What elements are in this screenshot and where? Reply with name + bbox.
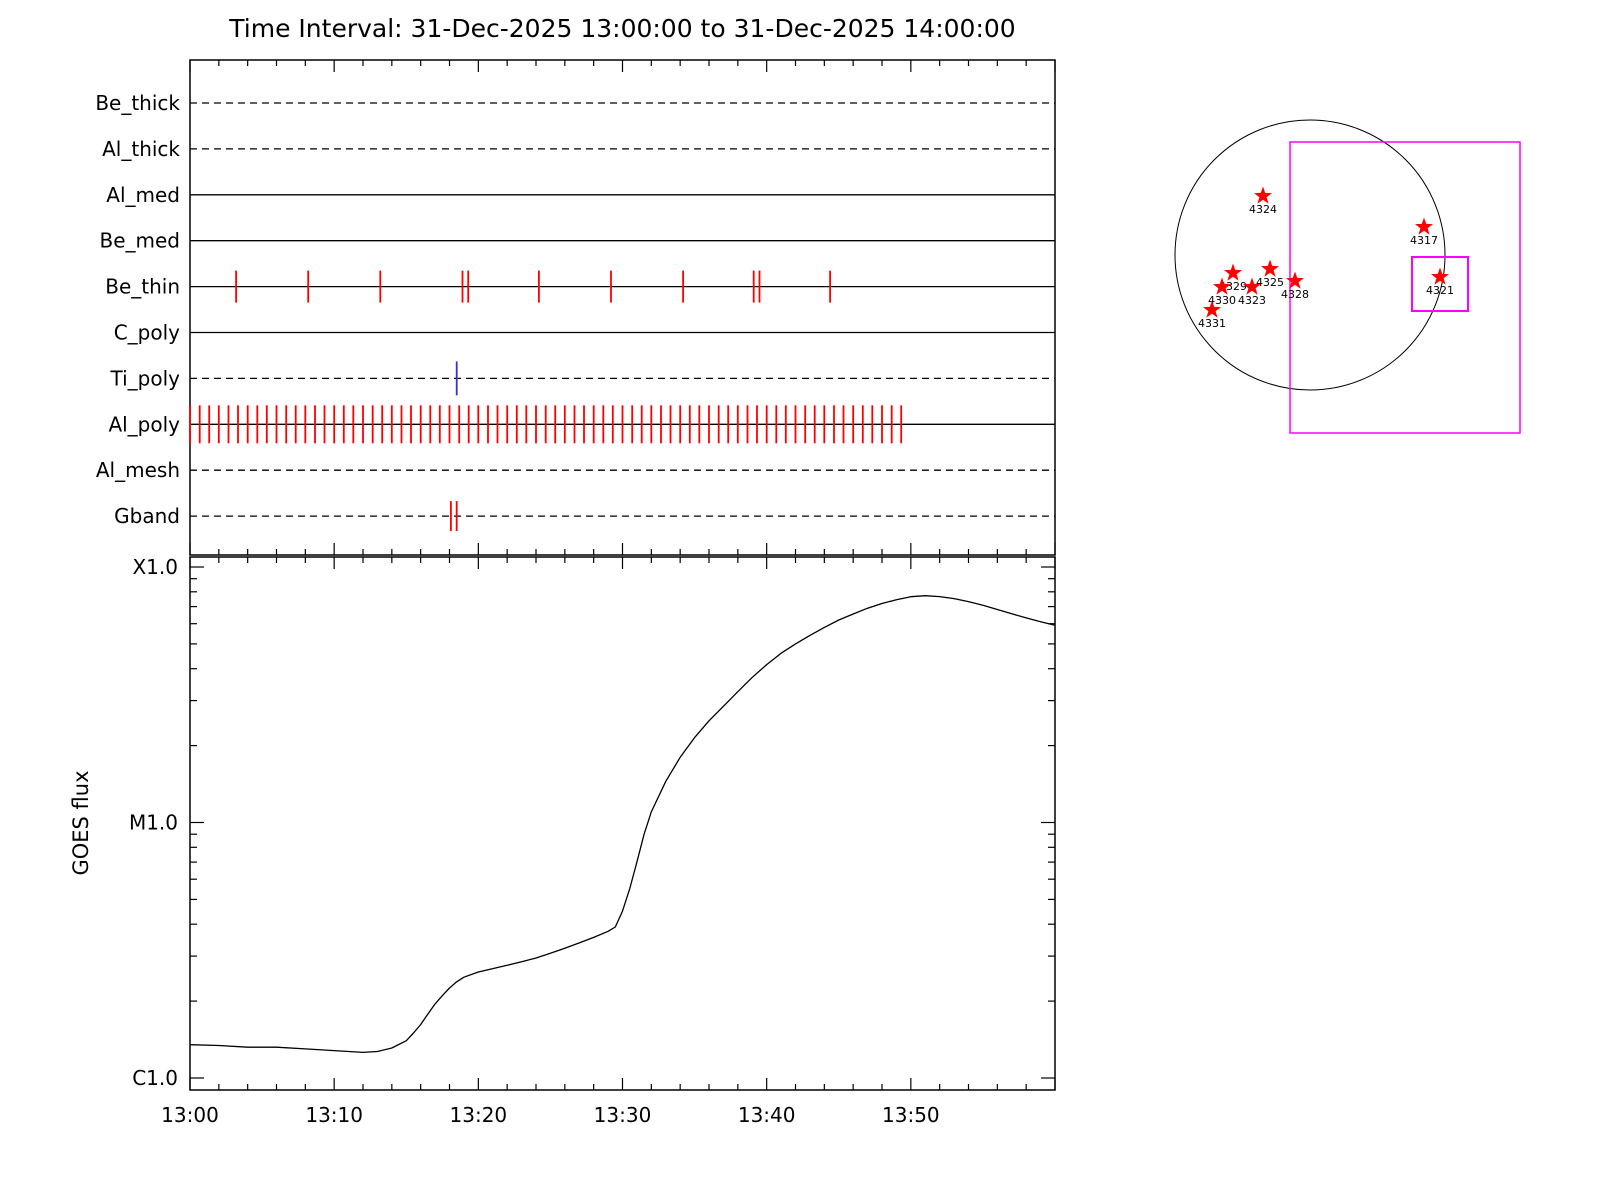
channel-label-Ti_poly: Ti_poly <box>110 366 181 390</box>
channel-label-Be_med: Be_med <box>99 229 180 253</box>
region-star-4317 <box>1415 217 1433 235</box>
goes-ytick-label: X1.0 <box>132 555 178 579</box>
goes-flux-curve <box>189 595 1056 1054</box>
goes-xtick-label: 13:10 <box>305 1103 363 1127</box>
goes-ylabel: GOES flux <box>69 770 93 875</box>
region-star-4324 <box>1254 186 1272 204</box>
region-label-4328: 4328 <box>1281 288 1309 301</box>
region-star-4331 <box>1203 300 1221 318</box>
channel-label-Gband: Gband <box>114 504 180 528</box>
figure-title: Time Interval: 31-Dec-2025 13:00:00 to 3… <box>229 14 1016 43</box>
goes-ytick-label: M1.0 <box>129 811 178 835</box>
region-label-4323: 4323 <box>1238 294 1266 307</box>
region-star-4321 <box>1431 267 1449 285</box>
region-label-4330: 4330 <box>1208 294 1236 307</box>
region-star-4330 <box>1213 277 1231 295</box>
goes-xtick-label: 13:50 <box>882 1103 940 1127</box>
region-label-4324: 4324 <box>1249 203 1277 216</box>
channel-label-Be_thick: Be_thick <box>95 91 180 115</box>
goes-xtick-label: 13:20 <box>450 1103 508 1127</box>
region-star-4329 <box>1224 263 1242 281</box>
channel-label-Al_poly: Al_poly <box>108 412 180 436</box>
region-label-4321: 4321 <box>1426 284 1454 297</box>
channel-label-Al_mesh: Al_mesh <box>96 458 180 482</box>
region-star-4325 <box>1261 259 1279 277</box>
region-label-4317: 4317 <box>1410 234 1438 247</box>
channel-label-Al_thick: Al_thick <box>102 137 180 161</box>
goes-ytick-label: C1.0 <box>132 1066 178 1090</box>
channel-label-C_poly: C_poly <box>114 321 180 345</box>
region-star-4323 <box>1243 277 1261 295</box>
goes-xtick-label: 13:30 <box>594 1103 652 1127</box>
region-label-4331: 4331 <box>1198 317 1226 330</box>
region-star-4328 <box>1286 271 1304 289</box>
channel-label-Al_med: Al_med <box>106 183 180 207</box>
channel-label-Be_thin: Be_thin <box>105 275 180 299</box>
goes-xtick-label: 13:00 <box>161 1103 219 1127</box>
goes-border <box>189 556 1056 1091</box>
timeline-border <box>189 59 1056 556</box>
region-label-4325: 4325 <box>1256 276 1284 289</box>
target-box <box>1411 256 1469 312</box>
solar-disk <box>1174 119 1446 391</box>
goes-xtick-label: 13:40 <box>738 1103 796 1127</box>
